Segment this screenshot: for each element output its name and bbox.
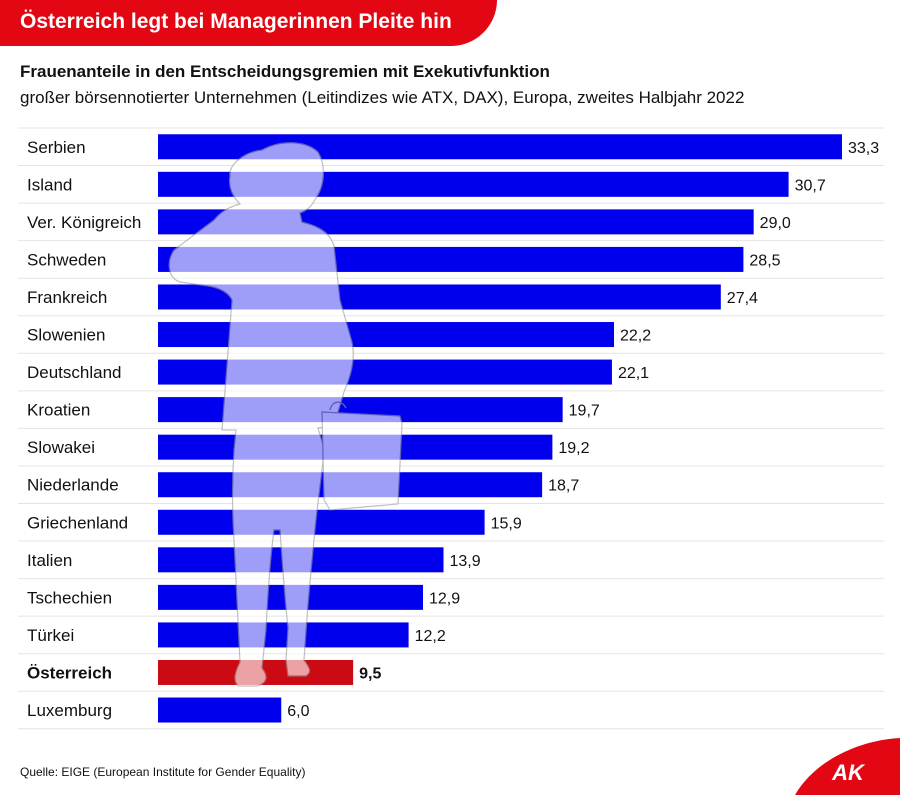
value-label: 13,9 [450,553,481,570]
value-label: 29,0 [760,215,791,232]
banner-title: Österreich legt bei Managerinnen Pleite … [20,10,452,33]
category-label: Griechenland [27,513,128,532]
header-banner: Österreich legt bei Managerinnen Pleite … [0,0,497,46]
value-label: 9,5 [359,665,381,682]
category-label: Schweden [27,250,106,269]
value-label: 19,2 [558,440,589,457]
category-label: Slowenien [27,326,105,345]
value-label: 22,1 [618,365,649,382]
chart-subtitle: großer börsennotierter Unternehmen (Leit… [20,88,745,107]
value-label: 12,2 [415,628,446,645]
source-note: Quelle: EIGE (European Institute for Gen… [20,765,306,779]
bar-slowenien [158,322,614,348]
value-label: 22,2 [620,328,651,345]
row-separators [18,127,884,730]
value-label: 30,7 [795,177,826,194]
category-label: Türkei [27,626,74,645]
category-label: Österreich [27,663,112,682]
labels: Serbien 33,3 Island 30,7 Ver. Königreich 29,0… [27,138,879,720]
value-label: 33,3 [848,140,879,157]
category-label: Kroatien [27,401,90,420]
category-label: Ver. Königreich [27,213,141,232]
category-label: Italien [27,551,72,570]
value-label: 19,7 [569,403,600,420]
value-label: 12,9 [429,590,460,607]
category-label: Niederlande [27,476,119,495]
category-label: Tschechien [27,588,112,607]
value-label: 6,0 [287,703,309,720]
category-label: Luxemburg [27,701,112,720]
category-label: Deutschland [27,363,122,382]
value-label: 18,7 [548,478,579,495]
bar-griechenland [158,509,485,535]
chart-title: Frauenanteile in den Entscheidungsgremie… [20,62,550,81]
value-label: 15,9 [491,515,522,532]
category-label: Slowakei [27,438,95,457]
category-label: Frankreich [27,288,107,307]
category-label: Serbien [27,138,86,157]
woman-silhouette-icon [168,142,403,687]
value-label: 28,5 [749,252,780,269]
bar-luxemburg [158,697,282,723]
value-label: 27,4 [727,290,758,307]
category-label: Island [27,175,72,194]
bar-türkei [158,622,409,648]
